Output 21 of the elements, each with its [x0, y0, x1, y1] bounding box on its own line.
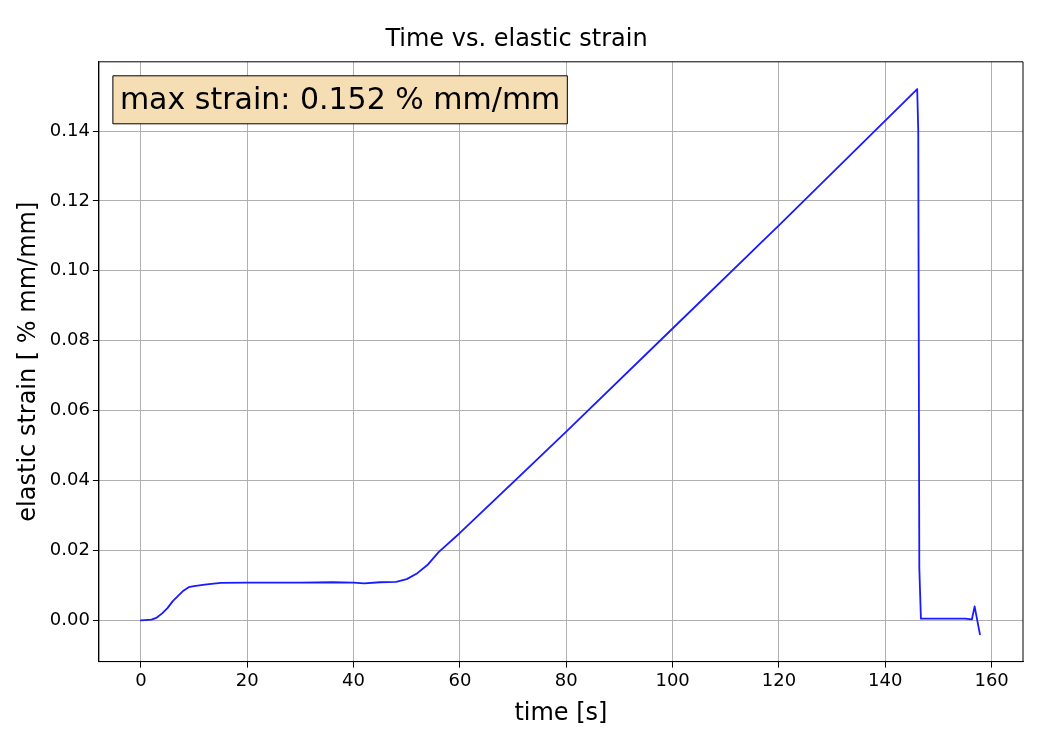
y-tick-label: 0.06 — [49, 398, 90, 420]
x-tick-label: 40 — [342, 669, 366, 691]
y-axis-title: elastic strain [ % mm/mm] — [12, 201, 41, 522]
x-tick-label: 140 — [868, 669, 903, 691]
y-tick-label: 0.10 — [49, 258, 90, 280]
y-tick-label: 0.00 — [49, 608, 90, 630]
y-tick-label: 0.08 — [49, 328, 90, 350]
x-tick-label: 80 — [554, 669, 578, 691]
y-tick-label: 0.02 — [49, 538, 90, 560]
y-tick-label: 0.12 — [49, 188, 90, 210]
y-tick-label: 0.14 — [49, 118, 90, 140]
x-tick-label: 20 — [235, 669, 259, 691]
x-tick-label: 60 — [448, 669, 472, 691]
chart-title: Time vs. elastic strain — [384, 23, 648, 52]
y-tick-label: 0.04 — [49, 468, 90, 490]
x-tick-label: 100 — [655, 669, 690, 691]
x-tick-label: 160 — [974, 669, 1009, 691]
x-tick-label: 0 — [135, 669, 147, 691]
x-tick-label: 120 — [761, 669, 797, 691]
x-axis-title: time [s] — [514, 697, 608, 726]
annotation: max strain: 0.152 % mm/mm — [119, 80, 561, 116]
